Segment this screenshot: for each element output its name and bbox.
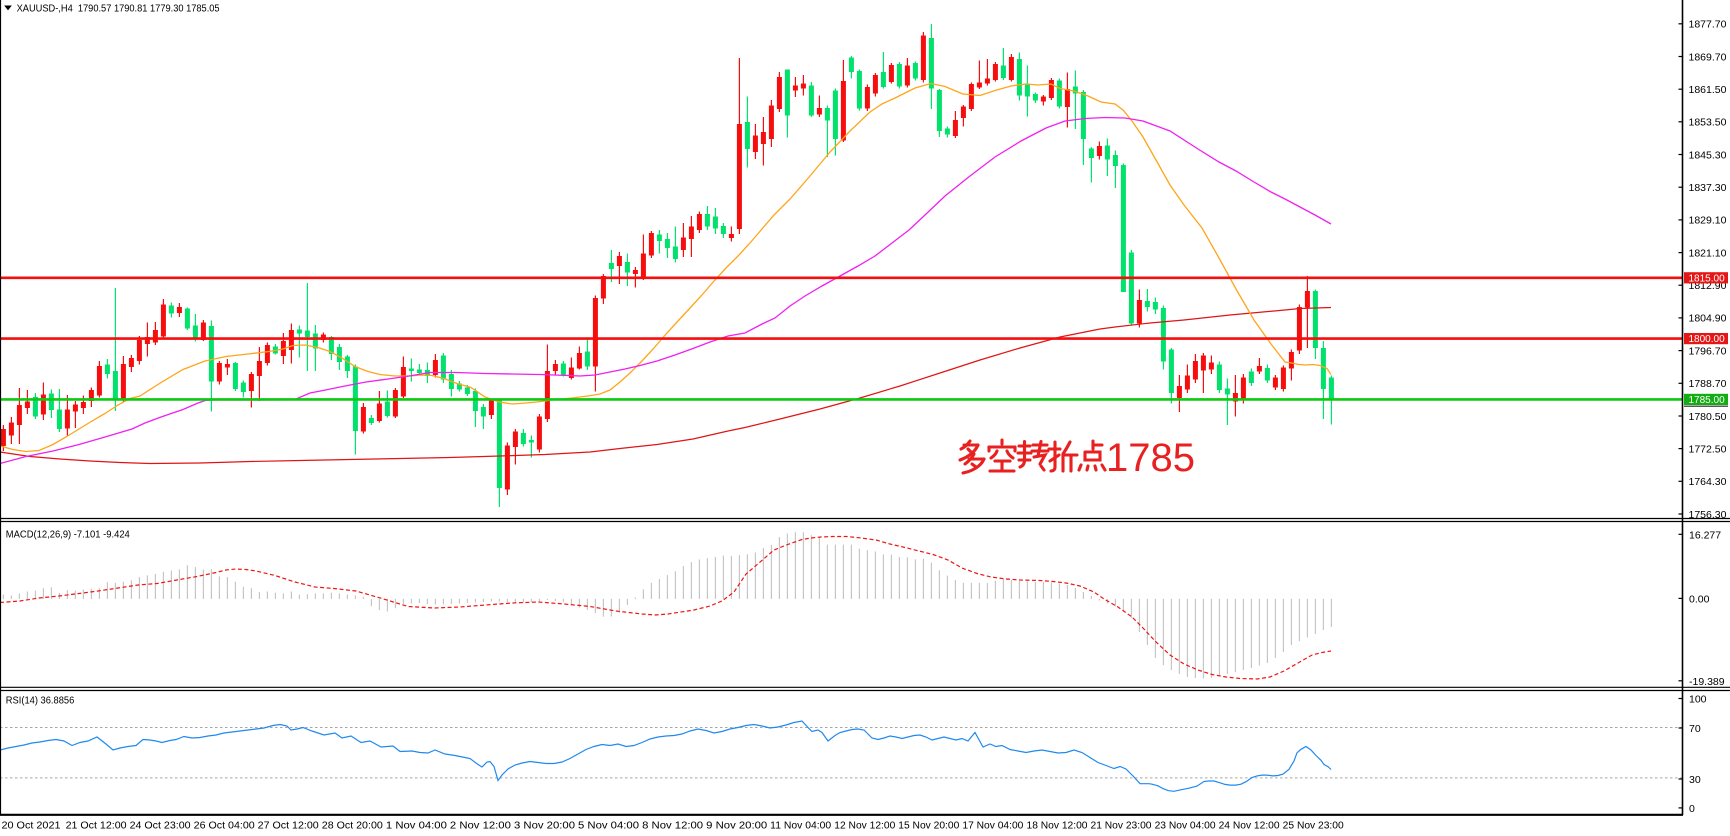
svg-text:27 Oct 12:00: 27 Oct 12:00: [258, 821, 319, 832]
svg-text:1796.70: 1796.70: [1689, 345, 1727, 357]
svg-text:1804.90: 1804.90: [1689, 313, 1727, 325]
svg-text:1788.70: 1788.70: [1689, 378, 1727, 390]
svg-text:17 Nov 04:00: 17 Nov 04:00: [962, 821, 1023, 832]
svg-text:25 Nov 23:00: 25 Nov 23:00: [1283, 821, 1344, 832]
svg-text:RSI(14) 36.8856: RSI(14) 36.8856: [6, 696, 75, 707]
svg-text:1861.50: 1861.50: [1689, 84, 1727, 96]
svg-text:1785: 1785: [1106, 436, 1195, 480]
svg-text:15 Nov 20:00: 15 Nov 20:00: [898, 821, 959, 832]
svg-text:0.00: 0.00: [1689, 593, 1710, 605]
svg-text:XAUUSD-,H4 1790.57 1790.81 17: XAUUSD-,H4 1790.57 1790.81 1779.30 1785.…: [17, 3, 220, 14]
svg-text:1 Nov 04:00: 1 Nov 04:00: [386, 821, 447, 832]
svg-text:3 Nov 20:00: 3 Nov 20:00: [514, 821, 575, 832]
svg-text:1845.30: 1845.30: [1689, 149, 1727, 161]
svg-text:1821.10: 1821.10: [1689, 247, 1727, 259]
svg-text:1780.50: 1780.50: [1689, 411, 1727, 423]
svg-text:100: 100: [1689, 694, 1707, 706]
svg-text:18 Nov 12:00: 18 Nov 12:00: [1027, 821, 1088, 832]
svg-text:2 Nov 12:00: 2 Nov 12:00: [450, 821, 511, 832]
svg-text:1853.50: 1853.50: [1689, 117, 1727, 129]
svg-text:26 Oct 04:00: 26 Oct 04:00: [194, 821, 255, 832]
svg-text:21 Oct 12:00: 21 Oct 12:00: [66, 821, 127, 832]
svg-text:1764.30: 1764.30: [1689, 476, 1727, 488]
svg-text:12 Nov 12:00: 12 Nov 12:00: [834, 821, 895, 832]
svg-text:1772.50: 1772.50: [1689, 443, 1727, 455]
svg-text:23 Nov 04:00: 23 Nov 04:00: [1155, 821, 1216, 832]
svg-text:21 Nov 23:00: 21 Nov 23:00: [1091, 821, 1152, 832]
svg-text:24 Oct 23:00: 24 Oct 23:00: [130, 821, 191, 832]
svg-text:5 Nov 04:00: 5 Nov 04:00: [578, 821, 639, 832]
svg-text:16.277: 16.277: [1689, 529, 1721, 541]
svg-text:24 Nov 12:00: 24 Nov 12:00: [1219, 821, 1280, 832]
svg-text:1869.70: 1869.70: [1689, 51, 1727, 63]
svg-text:70: 70: [1689, 723, 1701, 735]
svg-text:1756.30: 1756.30: [1689, 509, 1727, 521]
svg-text:-19.389: -19.389: [1689, 676, 1725, 688]
svg-text:1829.10: 1829.10: [1689, 215, 1727, 227]
svg-text:9 Nov 20:00: 9 Nov 20:00: [706, 821, 767, 832]
svg-text:11 Nov 04:00: 11 Nov 04:00: [770, 821, 831, 832]
svg-text:30: 30: [1689, 774, 1701, 786]
svg-text:1877.70: 1877.70: [1689, 19, 1727, 31]
svg-text:1837.30: 1837.30: [1689, 182, 1727, 194]
svg-text:1785.00: 1785.00: [1689, 395, 1726, 406]
svg-text:20 Oct 2021: 20 Oct 2021: [2, 821, 61, 832]
svg-text:28 Oct 20:00: 28 Oct 20:00: [322, 821, 383, 832]
svg-text:MACD(12,26,9) -7.101 -9.424: MACD(12,26,9) -7.101 -9.424: [6, 530, 130, 541]
svg-text:1800.00: 1800.00: [1689, 334, 1726, 345]
svg-text:8 Nov 12:00: 8 Nov 12:00: [642, 821, 703, 832]
svg-text:0: 0: [1689, 803, 1695, 815]
svg-text:1815.00: 1815.00: [1689, 273, 1726, 284]
